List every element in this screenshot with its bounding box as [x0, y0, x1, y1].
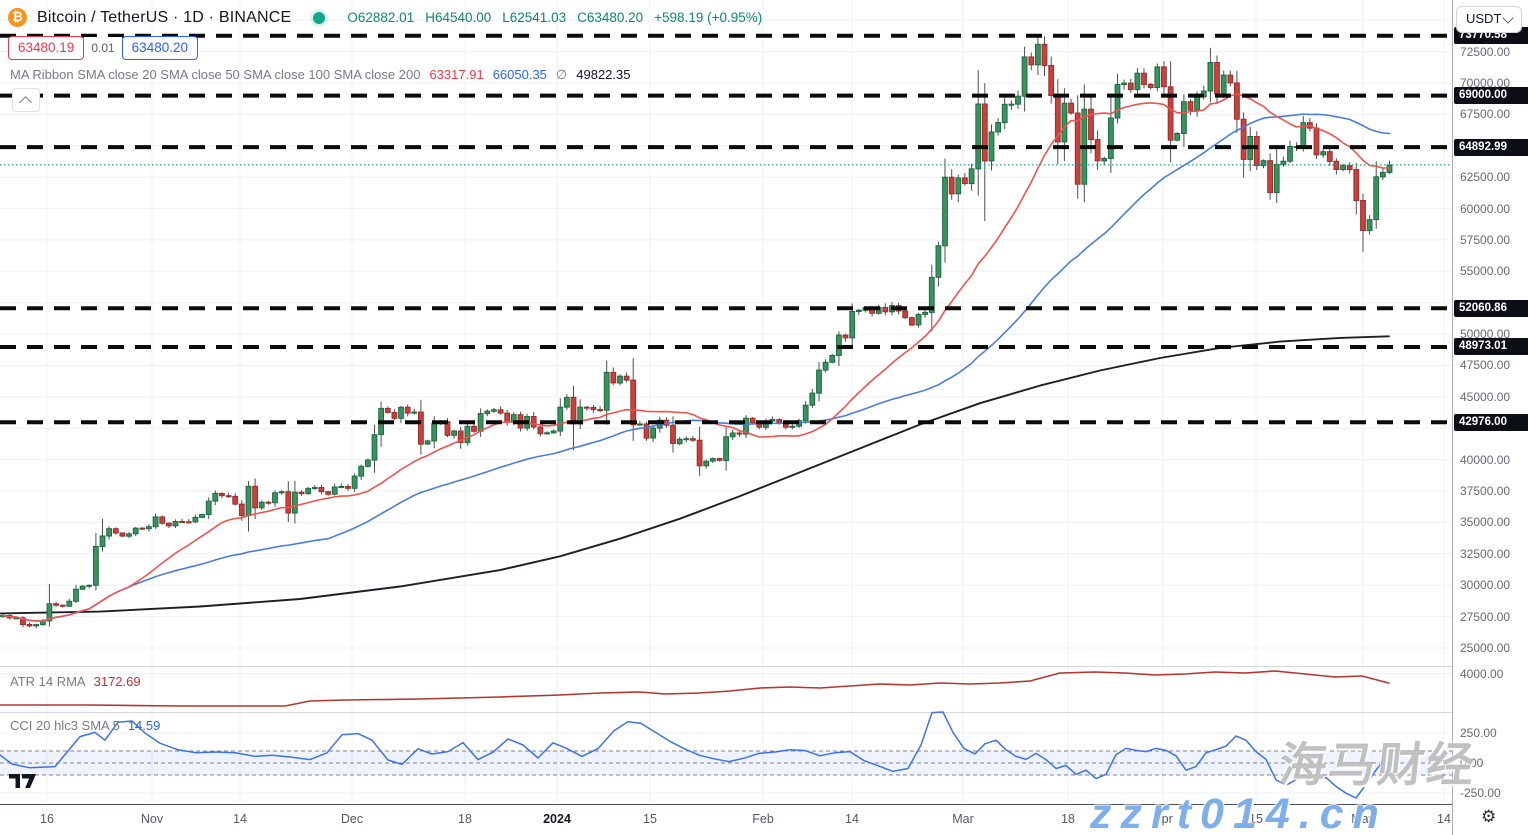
price-tick-label: 57500.00	[1460, 232, 1511, 247]
price-axis[interactable]: 72500.00 70000.00 67500.00 62500.00 60000.00…	[1452, 0, 1528, 835]
cci-tick-label: -250.00	[1460, 786, 1501, 800]
ohlc-readout: O62882.01 H64540.00 L62541.03 C63480.20 …	[347, 10, 762, 25]
price-tick-label: 60000.00	[1460, 201, 1511, 216]
cci-tick-label: 250.00	[1460, 726, 1497, 740]
watermark-chinese: 海马财经	[1276, 738, 1479, 791]
watermark-site-url: zzrt014.cn	[1090, 790, 1388, 835]
ma-ribbon-legend[interactable]: MA Ribbon SMA close 20 SMA close 50 SMA …	[10, 67, 630, 83]
price-level-tag: 52060.86	[1454, 299, 1528, 317]
cci-value: 14.59	[127, 718, 161, 733]
price-tick-label: 40000.00	[1460, 452, 1511, 467]
sma200-value: 49822.35	[576, 67, 631, 82]
time-tick-label: 18	[458, 812, 472, 826]
time-tick-label: Mar	[952, 812, 974, 826]
price-tick-label: 50000.00	[1460, 327, 1511, 342]
price-tick-label: 47500.00	[1460, 358, 1511, 373]
price-tick-label: 72500.00	[1460, 44, 1511, 59]
cci-legend[interactable]: CCI 20 hlc3 SMA 5 14.59	[10, 718, 160, 733]
tradingview-logo[interactable]	[8, 771, 38, 791]
ohlc-low: L62541.03	[502, 10, 567, 25]
time-tick-label: Dec	[340, 812, 364, 826]
axis-settings-gear-icon[interactable]: ⚙	[1481, 807, 1497, 827]
price-tick-label: 45000.00	[1460, 389, 1511, 404]
sma100-value: ∅	[555, 67, 568, 82]
price-tick-label: 35000.00	[1460, 515, 1511, 530]
bitcoin-icon: ₿	[8, 8, 27, 27]
price-tick-label: 37500.00	[1460, 484, 1511, 499]
price-level-tag: 48973.01	[1454, 338, 1528, 356]
time-tick-label: 14	[1437, 812, 1451, 826]
sma50-value: 66050.35	[492, 67, 547, 82]
time-tick-label: 14	[845, 812, 859, 826]
cci-tick-label: 0.00	[1460, 756, 1484, 770]
price-level-tag: 64892.99	[1454, 138, 1528, 156]
price-tick-label: 25000.00	[1460, 640, 1511, 655]
ohlc-change: +598.19 (+0.95%)	[654, 10, 763, 25]
time-tick-label: Feb	[752, 812, 774, 826]
time-tick-label: 16	[40, 812, 54, 826]
price-tick-label: 70000.00	[1460, 76, 1511, 90]
symbol-title[interactable]: Bitcoin / TetherUS · 1D · BINANCE	[37, 8, 292, 26]
spread-value: 0.01	[84, 37, 122, 59]
atr-label: ATR 14 RMA	[10, 674, 86, 689]
atr-tick-label: 4000.00	[1460, 666, 1504, 681]
chevron-up-icon	[19, 96, 32, 109]
atr-legend[interactable]: ATR 14 RMA 3172.69	[10, 674, 141, 689]
buy-price-button[interactable]: 63480.20	[121, 36, 198, 60]
currency-label: USDT	[1466, 11, 1502, 26]
chevron-down-icon	[1502, 12, 1514, 24]
price-tick-label: 62500.00	[1460, 170, 1511, 185]
price-tick-label: 32500.00	[1460, 546, 1511, 561]
price-level-tag: 42976.00	[1454, 413, 1528, 431]
sell-price-button[interactable]: 63480.19	[8, 36, 85, 60]
price-tick-label: 27500.00	[1460, 609, 1511, 624]
market-status-dot-icon[interactable]	[313, 11, 326, 24]
ohlc-close: C63480.20	[577, 10, 644, 25]
time-tick-label: 18	[1061, 812, 1075, 826]
ma-ribbon-label: MA Ribbon SMA close 20 SMA close 50 SMA …	[10, 67, 421, 82]
time-axis[interactable]: 16 Nov 14 Dec 18 2024 15 Feb 14 Mar 18 Apr 15 May 14	[0, 804, 1528, 835]
price-tick-label: 55000.00	[1460, 264, 1511, 279]
bid-ask-row: 63480.19 0.01 63480.20	[8, 36, 198, 60]
time-tick-label: 15	[1249, 812, 1263, 826]
price-level-tag: 69000.00	[1454, 87, 1528, 105]
time-tick-label: Nov	[140, 812, 164, 826]
currency-dropdown[interactable]: USDT	[1456, 6, 1522, 33]
time-tick-label: 15	[643, 812, 657, 826]
time-tick-label: May	[1351, 812, 1375, 826]
sma20-value: 63317.91	[429, 67, 484, 82]
price-tick-label: 30000.00	[1460, 578, 1511, 593]
price-tick-label: 67500.00	[1460, 107, 1511, 122]
time-tick-label: Apr	[1153, 812, 1173, 826]
collapse-panel-button[interactable]	[12, 88, 40, 112]
atr-value: 3172.69	[93, 674, 141, 689]
time-tick-label: 14	[233, 812, 247, 826]
time-tick-label: 2024	[543, 812, 571, 826]
symbol-header: ₿ Bitcoin / TetherUS · 1D · BINANCE O628…	[8, 8, 762, 27]
ohlc-open: O62882.01	[347, 10, 415, 25]
cci-label: CCI 20 hlc3 SMA 5	[10, 718, 120, 733]
ohlc-high: H64540.00	[425, 10, 492, 25]
